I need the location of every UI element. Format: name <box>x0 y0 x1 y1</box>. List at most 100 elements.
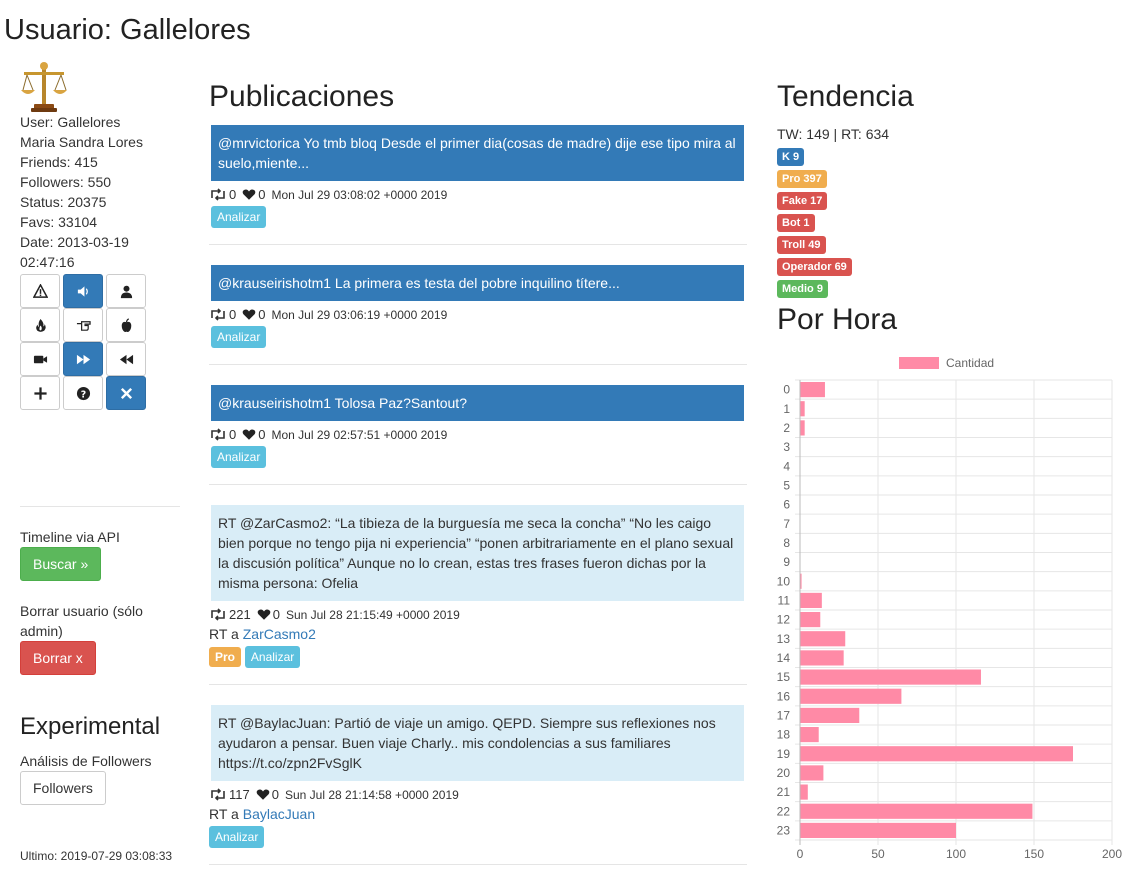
like-count: 0 <box>258 427 266 442</box>
y-tick-label: 22 <box>777 804 791 818</box>
post-meta: 0 0 Mon Jul 29 03:08:02 +0000 2019 <box>209 187 749 202</box>
experimental-title: Experimental <box>20 713 161 740</box>
trend-badge-bot: Bot 1 <box>777 214 815 232</box>
trend-badges: K 9 Pro 397 Fake 17 Bot 1 Troll 49 Opera… <box>777 148 852 302</box>
chart-bar <box>800 420 805 436</box>
post-text: @mrvictorica Yo tmb bloq Desde el primer… <box>211 125 744 181</box>
post-meta: 0 0 Mon Jul 29 03:06:19 +0000 2019 <box>209 307 749 322</box>
trend-badge-pro: Pro 397 <box>777 170 827 188</box>
profile-time: 02:47:16 <box>20 254 75 270</box>
followers-analysis-label: Análisis de Followers <box>20 753 152 769</box>
x-tick-label: 150 <box>1024 847 1044 861</box>
retweet-icon <box>211 308 225 321</box>
trend-badge-troll: Troll 49 <box>777 236 826 254</box>
rewind-button[interactable] <box>106 342 146 376</box>
post-divider <box>209 484 747 485</box>
pro-badge: Pro <box>209 647 242 667</box>
retweet-icon <box>211 788 225 801</box>
trend-badge-operador: Operador 69 <box>777 258 852 276</box>
analyze-button[interactable]: Analizar <box>211 206 267 228</box>
post-text: @krauseirishotm1 La primera es testa del… <box>211 265 744 301</box>
analyze-button[interactable]: Analizar <box>244 646 301 668</box>
delete-user-label: Borrar usuario (sólo admin) <box>20 603 143 639</box>
trend-summary: TW: 149 | RT: 634 <box>777 126 890 142</box>
publications-title: Publicaciones <box>209 80 395 113</box>
profile-date: Date: 2013-03-19 <box>20 234 129 250</box>
delete-user-button[interactable]: Borrar x <box>20 641 96 675</box>
profile-username: User: Gallelores <box>20 114 121 130</box>
trend-badge-k: K 9 <box>777 148 805 166</box>
retweet-count: 0 <box>229 427 237 442</box>
legend-label: Cantidad <box>946 356 994 370</box>
fire-button[interactable] <box>20 308 60 342</box>
post-item: RT @BaylacJuan: Partió de viaje un amigo… <box>209 705 749 848</box>
trend-badge-fake: Fake 17 <box>777 192 828 210</box>
user-icon <box>120 285 132 298</box>
svg-text:?: ? <box>80 389 85 400</box>
volume-icon <box>77 285 88 297</box>
analyze-button[interactable]: Analizar <box>211 326 267 348</box>
rt-line: RT a BaylacJuan <box>209 804 749 824</box>
last-update-text: Ultimo: 2019-07-29 03:08:33 <box>20 849 173 863</box>
analyze-button[interactable]: Analizar <box>209 826 265 848</box>
rt-user-link[interactable]: ZarCasmo2 <box>242 626 316 642</box>
chart-bar <box>800 765 824 781</box>
post-text: RT @ZarCasmo2: “La tibieza de la burgues… <box>211 505 744 601</box>
user-button[interactable] <box>106 274 146 308</box>
retweet-icon <box>211 608 225 621</box>
post-text: RT @BaylacJuan: Partió de viaje un amigo… <box>211 705 744 781</box>
post-item: @krauseirishotm1 Tolosa Paz?Santout? 0 0… <box>209 385 749 468</box>
y-tick-label: 17 <box>777 708 791 722</box>
post-meta: 0 0 Mon Jul 29 02:57:51 +0000 2019 <box>209 427 749 442</box>
profile-status: Status: 20375 <box>20 194 107 210</box>
plus-icon <box>33 386 47 400</box>
y-tick-label: 2 <box>783 421 790 435</box>
y-tick-label: 23 <box>777 823 791 837</box>
post-timestamp: Sun Jul 28 21:14:58 +0000 2019 <box>284 787 459 802</box>
video-button[interactable] <box>20 342 60 376</box>
chart-bar <box>800 784 808 800</box>
y-tick-label: 16 <box>777 689 791 703</box>
hourly-title: Por Hora <box>777 303 898 336</box>
chart-bar <box>800 592 822 608</box>
y-tick-label: 6 <box>783 498 790 512</box>
like-count: 0 <box>271 787 279 802</box>
sidebar-divider <box>20 506 180 507</box>
retweet-count: 0 <box>229 307 237 322</box>
y-tick-label: 0 <box>783 383 790 397</box>
trend-badge-medio: Medio 9 <box>777 280 828 298</box>
rewind-icon <box>119 354 133 364</box>
chart-bar <box>800 688 902 704</box>
warning-icon <box>32 283 48 298</box>
apple-button[interactable] <box>106 308 146 342</box>
fast-forward-button[interactable] <box>63 342 103 376</box>
heart-icon <box>242 429 256 440</box>
post-item: @krauseirishotm1 La primera es testa del… <box>209 265 749 348</box>
rt-user-link[interactable]: BaylacJuan <box>242 806 316 822</box>
hand-pointing-button[interactable] <box>63 308 103 342</box>
post-divider <box>209 864 747 865</box>
add-button[interactable] <box>20 376 60 410</box>
y-tick-label: 18 <box>777 728 791 742</box>
trend-title: Tendencia <box>777 80 914 113</box>
profile-fullname: Maria Sandra Lores <box>20 134 143 150</box>
profile-favs: Favs: 33104 <box>20 214 98 230</box>
post-item: RT @ZarCasmo2: “La tibieza de la burgues… <box>209 505 749 668</box>
x-tick-label: 50 <box>871 847 885 861</box>
heart-icon <box>257 609 271 620</box>
y-tick-label: 1 <box>783 402 790 416</box>
chart-bar <box>800 382 825 398</box>
volume-button[interactable] <box>63 274 103 308</box>
y-tick-label: 8 <box>783 536 790 550</box>
question-button[interactable]: ? <box>63 376 103 410</box>
analyze-button[interactable]: Analizar <box>211 446 267 468</box>
warning-button[interactable] <box>20 274 60 308</box>
close-button[interactable] <box>106 376 146 410</box>
fast-forward-icon <box>76 354 90 364</box>
followers-button[interactable]: Followers <box>20 771 106 805</box>
post-timestamp: Mon Jul 29 02:57:51 +0000 2019 <box>271 427 448 442</box>
chart-bar <box>800 746 1073 762</box>
retweet-icon <box>211 428 225 441</box>
search-button[interactable]: Buscar » <box>20 547 102 581</box>
